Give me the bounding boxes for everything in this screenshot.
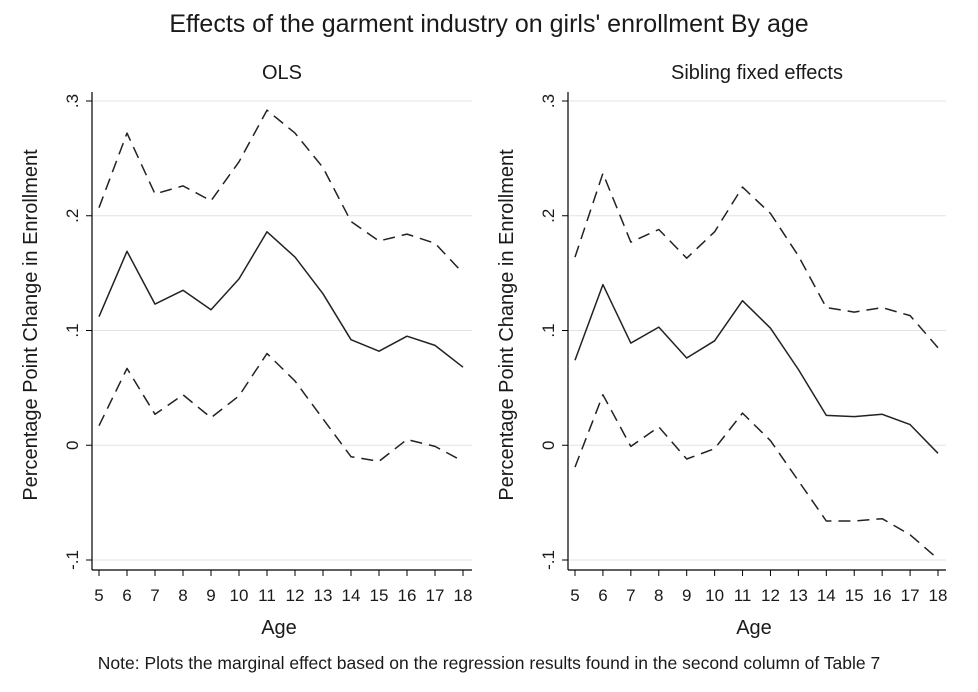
y-tick-label: .3 xyxy=(539,94,558,108)
y-tick-label: 0 xyxy=(63,441,82,450)
x-tick-label: 9 xyxy=(682,586,691,605)
estimate-line xyxy=(574,283,939,454)
x-tick-label: 18 xyxy=(929,586,948,605)
x-tick-label: 12 xyxy=(286,586,305,605)
x-tick-label: 16 xyxy=(398,586,417,605)
x-tick-label: 16 xyxy=(873,586,892,605)
y-tick-label: .2 xyxy=(63,209,82,223)
x-tick-label: 15 xyxy=(845,586,864,605)
x-tick-label: 7 xyxy=(626,586,635,605)
figure-title: Effects of the garment industry on girls… xyxy=(169,10,809,38)
x-tick-label: 6 xyxy=(598,586,607,605)
upper-bound-line xyxy=(98,109,464,274)
chart-panel-2: Sibling fixed effects -.1 0 .1 .2 .3 5 6 7 8 9 10 11… xyxy=(496,62,947,639)
x-tick-label: 18 xyxy=(454,586,473,605)
lower-bound-line xyxy=(574,394,939,560)
x-tick-label: 13 xyxy=(314,586,333,605)
panel-title: Sibling fixed effects xyxy=(671,62,843,84)
x-tick-label: 6 xyxy=(122,586,131,605)
x-tick-label: 14 xyxy=(342,586,361,605)
y-tick-label: 0 xyxy=(539,441,558,450)
figure-note: Note: Plots the marginal effect based on… xyxy=(97,653,881,673)
y-axis-title: Percentage Point Change in Enrollment xyxy=(20,149,42,501)
y-tick-label: .2 xyxy=(539,209,558,223)
y-tick-label: -.1 xyxy=(63,550,82,570)
x-tick-label: 10 xyxy=(230,586,249,605)
x-tick-label: 7 xyxy=(150,586,159,605)
x-axis-title: Age xyxy=(261,617,297,639)
x-axis-title: Age xyxy=(736,617,772,639)
x-tick-label: 17 xyxy=(901,586,920,605)
x-tick-label: 11 xyxy=(734,586,752,605)
x-tick-label: 12 xyxy=(761,586,780,605)
x-tick-label: 8 xyxy=(654,586,663,605)
x-tick-label: 8 xyxy=(178,586,187,605)
x-tick-label: 14 xyxy=(817,586,836,605)
x-tick-label: 10 xyxy=(705,586,724,605)
x-tick-label: 11 xyxy=(258,586,276,605)
x-tick-label: 15 xyxy=(370,586,389,605)
x-tick-label: 5 xyxy=(570,586,579,605)
x-tick-label: 9 xyxy=(206,586,215,605)
lower-bound-line xyxy=(98,352,464,463)
y-tick-label: .3 xyxy=(63,94,82,108)
estimate-line xyxy=(98,231,464,368)
x-tick-label: 5 xyxy=(94,586,103,605)
y-tick-label: .1 xyxy=(63,323,82,337)
x-tick-label: 13 xyxy=(789,586,808,605)
upper-bound-line xyxy=(574,172,939,349)
y-tick-label: .1 xyxy=(539,323,558,337)
x-tick-label: 17 xyxy=(426,586,445,605)
y-axis-title: Percentage Point Change in Enrollment xyxy=(496,149,518,501)
panel-title: OLS xyxy=(262,62,302,84)
y-tick-label: -.1 xyxy=(539,550,558,570)
chart-panel-1: OLS -.1 0 .1 .2 .3 5 6 7 8 9 10 11 12 13 14 15 16 17 18 Age P… xyxy=(20,62,472,639)
